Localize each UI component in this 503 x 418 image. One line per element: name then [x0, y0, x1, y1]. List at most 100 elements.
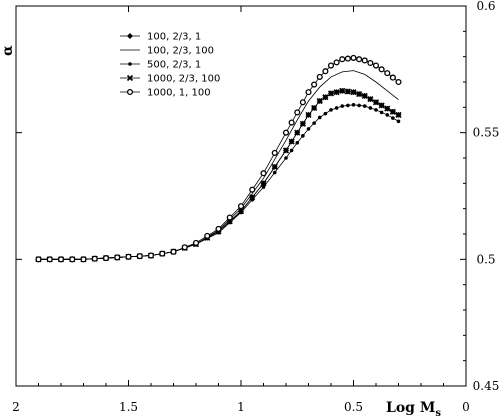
y-tick-label: 0.6 — [476, 0, 495, 13]
data-point-x — [378, 102, 385, 109]
data-point-dot — [261, 185, 266, 189]
data-point-dot — [284, 156, 288, 160]
data-point-circle — [333, 59, 340, 66]
data-point-circle — [271, 149, 278, 156]
data-point-circle — [181, 244, 188, 251]
data-point-dot — [351, 103, 356, 107]
data-point-x — [384, 105, 391, 112]
data-point-x — [305, 111, 312, 118]
data-point-x — [322, 94, 329, 101]
data-point-circle — [46, 256, 53, 263]
data-point-circle — [361, 57, 368, 64]
data-point-x — [356, 90, 363, 98]
legend-label: 100, 2/3, 100 — [147, 46, 214, 57]
series-1 — [35, 87, 402, 263]
legend-label: 1000, 2/3, 100 — [147, 74, 220, 85]
plot-frame — [15, 5, 467, 387]
y-tick-label: 0.45 — [473, 379, 500, 393]
data-point-dot — [329, 108, 333, 112]
data-point-x — [282, 147, 290, 154]
data-point-circle — [378, 66, 385, 73]
data-point-circle — [91, 255, 98, 262]
y-tick-label: 0.5 — [476, 252, 495, 266]
legend-item: 100, 2/3, 1 — [120, 32, 201, 43]
data-point-circle — [35, 256, 42, 263]
data-point-x — [316, 97, 323, 105]
y-axis-label: α — [0, 45, 16, 56]
legend-label: 1000, 1, 100 — [147, 88, 211, 99]
data-point-dot — [391, 116, 395, 120]
data-point-dot — [374, 108, 378, 112]
x-tick-label: 2 — [12, 400, 20, 414]
legend-item: 1000, 1, 100 — [120, 88, 211, 99]
data-point-x — [311, 104, 318, 112]
data-point-x — [372, 99, 380, 106]
data-point-x — [389, 108, 396, 115]
data-point-dot — [362, 104, 367, 108]
x-tick-label: 0.5 — [344, 400, 363, 414]
data-point-circle — [136, 253, 143, 260]
data-point-dot — [346, 103, 350, 108]
data-point-circle — [126, 88, 134, 96]
data-point-x — [271, 163, 278, 170]
data-point-circle — [125, 253, 132, 260]
data-point-dot — [340, 104, 345, 108]
series-layer — [35, 54, 402, 263]
data-point-x — [288, 138, 295, 145]
data-point-x — [333, 89, 340, 96]
data-point-dot — [357, 103, 361, 108]
series-4 — [35, 87, 402, 263]
data-point-circle — [327, 62, 335, 69]
data-point-circle — [311, 81, 318, 88]
legend-item: 500, 2/3, 1 — [120, 60, 201, 71]
data-point-circle — [170, 248, 177, 255]
y-axis-ticks: 0.45 0.5 0.55 0.6 — [16, 0, 499, 393]
data-point-x — [344, 88, 351, 95]
data-point-x — [367, 96, 374, 103]
data-point-x — [294, 129, 301, 136]
data-point-circle — [356, 56, 363, 63]
data-point-x — [126, 74, 134, 82]
data-point-x — [395, 111, 402, 118]
legend-label: 500, 2/3, 1 — [147, 60, 201, 71]
data-point-circle — [350, 54, 357, 61]
data-point-x — [260, 180, 267, 187]
data-point-dot — [295, 141, 300, 145]
data-point-circle — [260, 170, 267, 177]
data-point-x — [299, 120, 306, 127]
data-point-circle — [384, 70, 391, 77]
data-point-dot — [379, 110, 384, 115]
data-point-circle — [288, 119, 295, 126]
data-point-circle — [294, 109, 301, 116]
data-point-circle — [192, 239, 200, 246]
data-point-circle — [344, 55, 351, 62]
data-point-dot — [385, 113, 390, 117]
data-point-dot — [323, 111, 328, 116]
x-axis-label: Log Ms — [386, 400, 441, 418]
data-point-dot — [312, 121, 316, 125]
x-tick-label: 1 — [237, 400, 245, 414]
data-point-circle — [395, 78, 402, 86]
data-point-dot — [306, 127, 311, 131]
data-point-x — [339, 87, 346, 94]
legend-label: 100, 2/3, 1 — [147, 32, 201, 43]
data-point-circle — [102, 255, 110, 262]
data-point-x — [361, 92, 368, 99]
data-point-x — [249, 194, 256, 201]
data-point-circle — [372, 62, 380, 69]
data-point-dot — [368, 106, 373, 110]
data-point-x — [237, 208, 245, 215]
data-point-diamond — [127, 33, 133, 39]
data-point-dot — [317, 115, 322, 120]
data-point-circle — [159, 250, 166, 257]
data-point-circle — [316, 73, 323, 80]
data-point-dot — [334, 106, 339, 110]
series-3 — [36, 103, 401, 262]
data-point-circle — [147, 252, 155, 259]
data-point-circle — [114, 254, 121, 261]
series-5 — [35, 54, 402, 263]
data-point-circle — [339, 56, 346, 63]
data-point-x — [350, 89, 357, 96]
data-point-circle — [69, 256, 76, 263]
